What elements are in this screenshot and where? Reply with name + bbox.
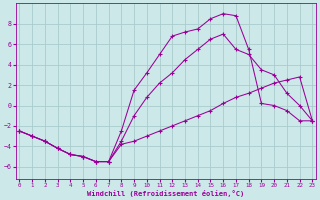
X-axis label: Windchill (Refroidissement éolien,°C): Windchill (Refroidissement éolien,°C) [87, 190, 244, 197]
